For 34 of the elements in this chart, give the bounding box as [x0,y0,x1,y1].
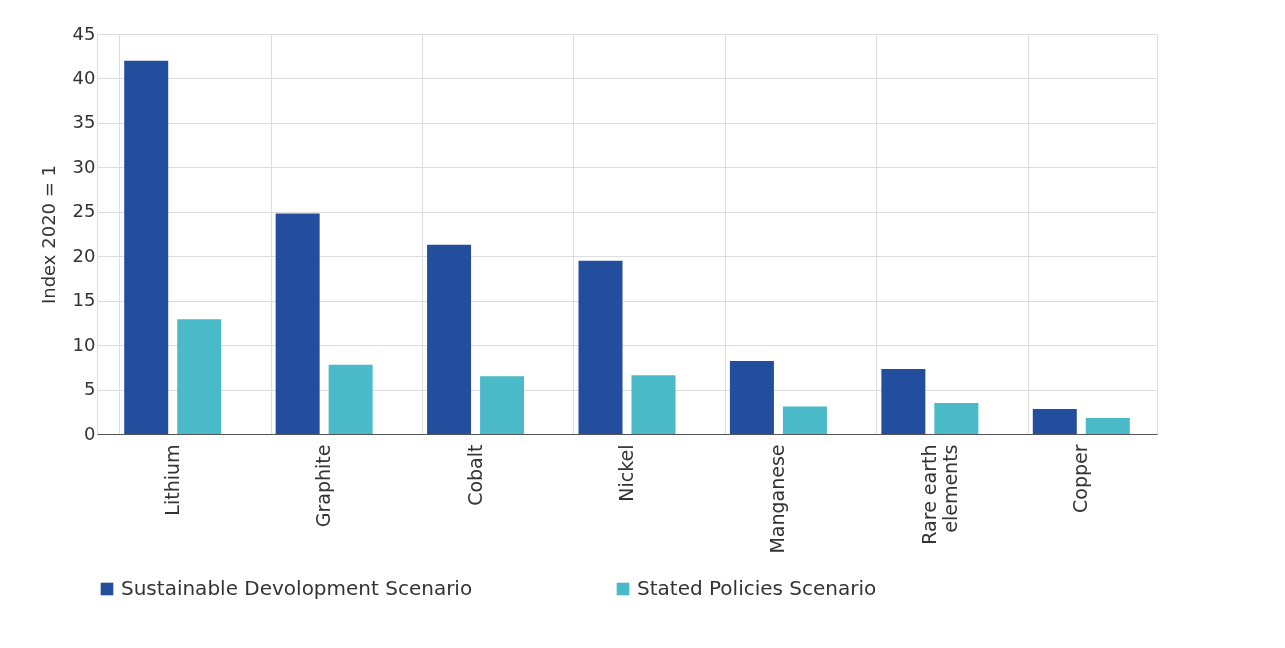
legend-label: Stated Policies Scenario [637,576,877,600]
bar [881,369,926,434]
y-tick-label: 10 [72,333,96,355]
bar [782,406,827,434]
y-tick-label: 40 [72,66,96,88]
bar [578,260,623,434]
x-tick-label: Lithium [160,444,183,516]
y-tick-label: 35 [72,111,96,133]
x-tick-label: Cobalt [463,444,486,506]
y-tick-label: 45 [72,22,96,44]
bar [934,402,979,434]
y-axis-title: Index 2020 = 1 [37,164,59,305]
bar [1032,409,1077,434]
bar [275,213,320,434]
x-tick-label: Graphite [312,444,335,528]
y-tick-label: 20 [72,244,96,266]
bar [427,244,472,434]
bar [328,364,373,434]
bar [729,361,774,434]
x-tick-label: Rare earth elements [917,444,961,545]
y-tick-label: 0 [84,422,96,444]
y-tick-label: 5 [84,378,96,400]
bar [631,375,676,434]
legend-label: Sustainable Devolopment Scenario [121,576,473,600]
x-tick-label: Copper [1069,444,1092,514]
y-tick-label: 30 [72,155,96,177]
x-tick-label: Manganese [766,444,789,554]
bar [1085,418,1130,434]
bar [124,60,169,434]
bar [177,319,222,434]
y-tick-label: 25 [72,200,96,222]
bar [480,376,525,434]
x-tick-label: Nickel [615,444,637,502]
y-tick-label: 15 [72,289,96,311]
